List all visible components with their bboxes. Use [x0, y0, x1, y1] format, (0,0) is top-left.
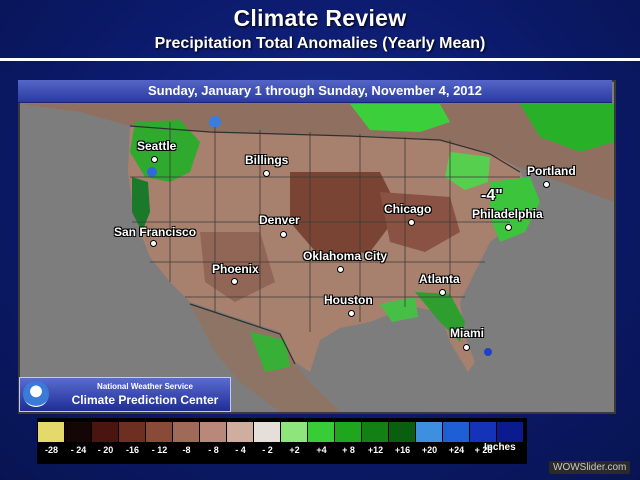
city-label-miami: Miami: [450, 326, 485, 340]
city-label-philadelphia: Philadelphia: [472, 207, 543, 221]
nws-agency-label: National Weather Service: [97, 382, 193, 391]
legend-swatch: [227, 422, 254, 442]
state-boundaries: [130, 122, 520, 332]
us-canada-border: [129, 125, 521, 173]
legend-labels: -28 - 24 - 20 -16 - 12 -8 - 8 - 4 - 2 +2 +4 + 8 +12 +…: [38, 445, 524, 459]
wet-region-west-coast: [132, 177, 150, 232]
city-dot-phoenix: [231, 278, 238, 285]
legend-swatch: [254, 422, 281, 442]
city-dot-denver: [280, 231, 287, 238]
legend-swatch: [92, 422, 119, 442]
legend-label: -8: [182, 445, 191, 455]
precipitation-map: [18, 80, 616, 414]
date-range-banner: Sunday, January 1 through Sunday, Novemb…: [18, 80, 612, 103]
very-wet-spot-vancouver: [209, 116, 221, 128]
legend-label: - 20: [97, 445, 114, 455]
city-dot-san-francisco: [150, 240, 157, 247]
city-dot-chicago: [408, 219, 415, 226]
legend-swatches: [38, 422, 524, 442]
wet-region-north-canada: [350, 104, 450, 132]
city-dot-oklahoma-city: [337, 266, 344, 273]
us-mexico-border: [189, 303, 296, 365]
legend-swatch: [362, 422, 389, 442]
legend-label: +24: [448, 445, 465, 455]
very-wet-spot-florida: [484, 348, 492, 356]
legend-swatch: [416, 422, 443, 442]
city-label-seattle: Seattle: [137, 139, 177, 153]
anomaly-annotation: -4": [481, 187, 503, 204]
cpc-center-label: Climate Prediction Center: [71, 393, 219, 407]
watermark: WOWSlider.com: [549, 461, 631, 474]
city-dot-houston: [348, 310, 355, 317]
legend-label: - 8: [208, 445, 219, 455]
city-label-billings: Billings: [245, 153, 289, 167]
legend-label: - 2: [262, 445, 273, 455]
wet-region-great-lakes: [445, 152, 490, 190]
city-label-phoenix: Phoenix: [212, 262, 259, 276]
legend-label: +2: [289, 445, 300, 455]
legend-label: +20: [421, 445, 438, 455]
legend-label: -16: [125, 445, 139, 455]
wet-region-northeast: [490, 177, 540, 242]
slide-title: Climate Review: [233, 5, 407, 31]
legend-label: + 8: [342, 445, 355, 455]
nws-credit-box: National Weather Service Climate Predict…: [19, 377, 231, 412]
city-dot-miami: [463, 344, 470, 351]
wet-region-northeast-canada: [520, 104, 614, 152]
legend-swatch: [470, 422, 497, 442]
city-dot-seattle: [151, 156, 158, 163]
wet-region-mexico: [250, 332, 290, 372]
city-label-san-francisco: San Francisco: [114, 225, 197, 239]
noaa-logo-icon: [23, 381, 49, 407]
legend-swatch: [200, 422, 227, 442]
very-wet-spot-washington: [147, 167, 157, 177]
city-dot-atlanta: [439, 289, 446, 296]
legend-swatch: [146, 422, 173, 442]
legend-label: +4: [316, 445, 327, 455]
legend-label: [497, 445, 524, 459]
legend-swatch: [173, 422, 200, 442]
legend-swatch: [65, 422, 92, 442]
city-dot-philadelphia: [505, 224, 512, 231]
legend-label: - 12: [151, 445, 168, 455]
legend-swatch: [308, 422, 335, 442]
legend-label: -28: [44, 445, 58, 455]
legend-swatch: [119, 422, 146, 442]
city-label-oklahoma-city: Oklahoma City: [303, 249, 388, 263]
legend-swatch: [281, 422, 308, 442]
map-canvas: [20, 82, 614, 412]
title-rule: [0, 58, 640, 61]
legend-label: +12: [367, 445, 384, 455]
city-dot-billings: [263, 170, 270, 177]
wet-region-northwest: [130, 120, 200, 182]
dry-region-plains: [290, 172, 400, 257]
city-label-portland: Portland: [527, 164, 576, 178]
legend-label: - 4: [235, 445, 246, 455]
city-label-atlanta: Atlanta: [419, 272, 460, 286]
slide-subtitle: Precipitation Total Anomalies (Yearly Me…: [154, 35, 486, 52]
legend-unit: Inches: [484, 442, 516, 453]
legend-swatch: [443, 422, 470, 442]
legend-swatch: [497, 422, 524, 442]
dry-region-southwest: [200, 232, 275, 302]
city-dot-portland: [543, 181, 550, 188]
legend-swatch: [38, 422, 65, 442]
legend-label: - 24: [70, 445, 87, 455]
city-label-chicago: Chicago: [384, 202, 432, 216]
legend-label: +16: [394, 445, 411, 455]
city-label-denver: Denver: [259, 213, 300, 227]
legend-swatch: [335, 422, 362, 442]
wet-region-gulf: [380, 297, 418, 322]
legend-swatch: [389, 422, 416, 442]
legend-label: + 28: [474, 445, 493, 455]
wet-region-florida: [415, 292, 465, 342]
city-label-houston: Houston: [324, 293, 373, 307]
